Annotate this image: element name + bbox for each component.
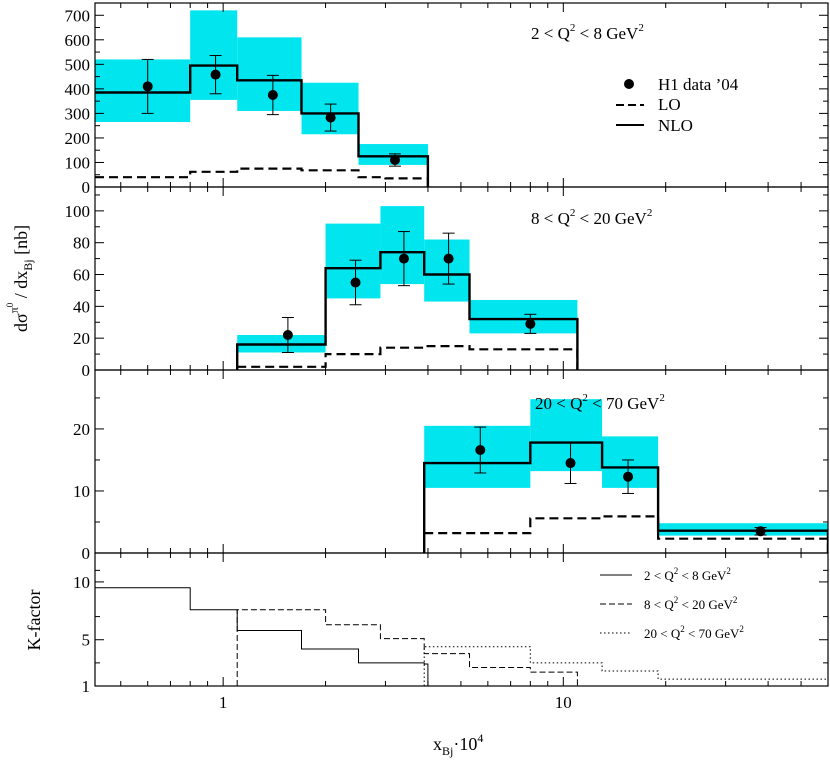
panel-4-plot-area (95, 587, 828, 686)
panel-2-title: 8 < Q2 < 20 GeV2 (531, 207, 652, 228)
panel-1-title: 2 < Q2 < 8 GeV2 (531, 22, 644, 43)
main-legend: H1 data ’04 LO NLO (616, 75, 739, 135)
legend-lo-label: LO (658, 95, 681, 114)
kfactor-axis-title: K-factor (24, 590, 44, 651)
klegend-3-label: 20 < Q2 < 70 GeV2 (644, 624, 744, 641)
y-tick-label: 1 (82, 677, 91, 696)
nlo-band-bin-1 (424, 425, 531, 488)
panel-2: 0 20 40 60 80 100 (65, 186, 829, 380)
nlo-histogram (236, 251, 579, 370)
nlo-band-bin-2 (325, 223, 381, 299)
nlo-band-bin-1 (95, 59, 191, 122)
x-tick-label: 10 (555, 693, 572, 712)
y-tick-label: 200 (65, 129, 91, 148)
lo-histogram (95, 167, 429, 187)
data-point-1 (475, 445, 486, 456)
y-tick-label: 300 (65, 104, 91, 123)
y-tick-label: 0 (82, 361, 91, 380)
legend-data-marker (624, 79, 634, 89)
data-point-2 (565, 458, 576, 469)
nlo-band-bin-4 (424, 239, 470, 302)
panel-3: 0 10 20 (73, 369, 829, 563)
kfactor-series-dashed (236, 609, 578, 686)
y-tick-label: 20 (73, 329, 90, 348)
kfactor-series-dotted (423, 646, 828, 686)
legend-data-label: H1 data ’04 (658, 75, 739, 94)
lo-histogram (424, 515, 828, 553)
panel-1-plot-area (95, 10, 430, 187)
x-axis-title: xBj·104 (433, 731, 483, 758)
y-axis-title: dσπ0 / dxBj [nb] (5, 225, 35, 332)
y-tick-label: 0 (82, 544, 91, 563)
data-point-3 (398, 253, 409, 264)
panels: 0 100 200 300 400 500 600 700 0 20 40 60 80 100 0 10 20 1… (65, 2, 829, 712)
panel-4-frame (94, 552, 829, 687)
data-point-4 (755, 526, 766, 537)
y-tick-label: 40 (73, 297, 90, 316)
panel-3-plot-area (423, 399, 828, 553)
y-tick-label: 60 (73, 266, 90, 285)
panel-1: 0 100 200 300 400 500 600 700 (65, 2, 829, 197)
y-tick-label: 20 (73, 420, 90, 439)
y-tick-label: 100 (65, 202, 91, 221)
nlo-band-bin-5 (358, 144, 428, 165)
klegend-2-label: 8 < Q2 < 20 GeV2 (644, 595, 737, 612)
klegend-1-label: 2 < Q2 < 8 GeV2 (644, 566, 731, 583)
data-point-5 (389, 155, 400, 166)
data-point-3 (623, 471, 634, 482)
nlo-band-bin-5 (469, 299, 578, 334)
nlo-histogram (423, 441, 828, 553)
kfactor-series-solid (95, 587, 429, 686)
nlo-histogram (95, 64, 430, 187)
data-point-1 (282, 329, 293, 340)
y-tick-label: 500 (65, 55, 91, 74)
data-point-1 (142, 81, 153, 92)
nlo-band-bin-4 (301, 82, 359, 135)
data-point-4 (443, 253, 454, 264)
y-tick-label: 80 (73, 234, 90, 253)
nlo-band-bin-3 (380, 206, 425, 285)
y-tick-label: 0 (82, 178, 91, 197)
nlo-band-bin-4 (658, 523, 828, 536)
nlo-band-bin-3 (237, 37, 302, 111)
y-tick-label: 400 (65, 80, 91, 99)
data-point-5 (525, 318, 536, 329)
panel-3-title: 20 < Q2 < 70 GeV2 (535, 392, 665, 413)
kfactor-legend: 2 < Q2 < 8 GeV2 8 < Q2 < 20 GeV2 20 < Q2… (600, 566, 744, 641)
legend-nlo-label: NLO (658, 116, 693, 135)
y-tick-label: 5 (82, 631, 91, 650)
nlo-band-bin-2 (530, 399, 603, 472)
data-point-2 (350, 277, 361, 288)
y-tick-label: 10 (73, 482, 90, 501)
data-point-4 (325, 112, 336, 123)
y-tick-label: 600 (65, 31, 91, 50)
x-tick-label: 1 (219, 693, 228, 712)
y-tick-label: 10 (73, 573, 90, 592)
y-tick-label: 700 (65, 6, 91, 25)
data-point-2 (210, 69, 221, 80)
y-tick-label: 100 (65, 153, 91, 172)
data-point-3 (267, 90, 278, 100)
panel-2-plot-area (236, 206, 579, 370)
